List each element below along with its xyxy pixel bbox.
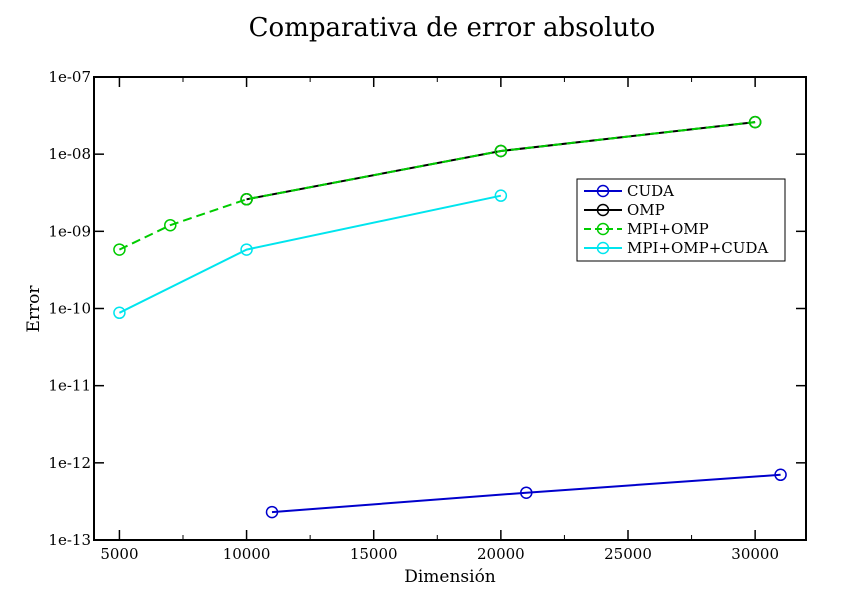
axis-ticks: 5000 10000 15000 20000 25000 30000 1e-13 1e-12 1… (48, 68, 806, 563)
y-tick-label: 1e-10 (48, 300, 91, 318)
data-point (113, 306, 126, 320)
legend-marker (596, 222, 610, 236)
legend-label: CUDA (627, 182, 674, 200)
series-line (118, 121, 756, 251)
legend-entry: MPI+OMP (584, 220, 709, 238)
x-axis-label: Dimensión (404, 567, 496, 587)
x-tick-label: 20000 (477, 545, 525, 563)
data-point (240, 193, 253, 206)
data-point (748, 115, 762, 129)
data-point (774, 468, 787, 482)
x-tick-label: 30000 (731, 545, 779, 563)
data-point (265, 505, 279, 519)
plot-frame (93, 76, 807, 541)
series-mpi-omp (113, 115, 762, 256)
series-cuda (265, 468, 787, 519)
legend-entry: CUDA (584, 182, 674, 200)
data-point (240, 243, 253, 256)
y-tick-label: 1e-13 (48, 531, 91, 549)
legend-entry: OMP (584, 201, 665, 219)
x-tick-label: 10000 (223, 545, 271, 563)
y-tick-label: 1e-12 (48, 454, 91, 472)
legend-label: OMP (627, 201, 665, 219)
series-layer (113, 115, 787, 519)
legend-marker (596, 203, 610, 217)
series-line (118, 194, 502, 314)
series-line (271, 473, 781, 514)
x-tick-label: 25000 (604, 545, 652, 563)
y-tick-label: 1e-09 (48, 222, 91, 240)
y-tick-label: 1e-07 (48, 68, 91, 86)
legend-marker (596, 184, 610, 198)
data-point (494, 144, 508, 158)
legend-label: MPI+OMP (627, 220, 709, 238)
y-axis-label: Error (24, 285, 44, 333)
x-tick-label: 5000 (100, 545, 138, 563)
data-point (520, 486, 533, 499)
data-point (494, 189, 508, 202)
x-tick-label: 15000 (350, 545, 398, 563)
legend-marker (596, 241, 610, 255)
legend-entry: MPI+OMP+CUDA (584, 239, 768, 257)
data-point (164, 218, 177, 232)
chart-title: Comparativa de error absoluto (249, 13, 656, 43)
legend-label: MPI+OMP+CUDA (627, 239, 768, 257)
y-tick-label: 1e-08 (48, 145, 91, 163)
data-point (113, 243, 126, 256)
series-mpi-omp-cuda (113, 189, 508, 320)
y-tick-label: 1e-11 (48, 377, 91, 395)
